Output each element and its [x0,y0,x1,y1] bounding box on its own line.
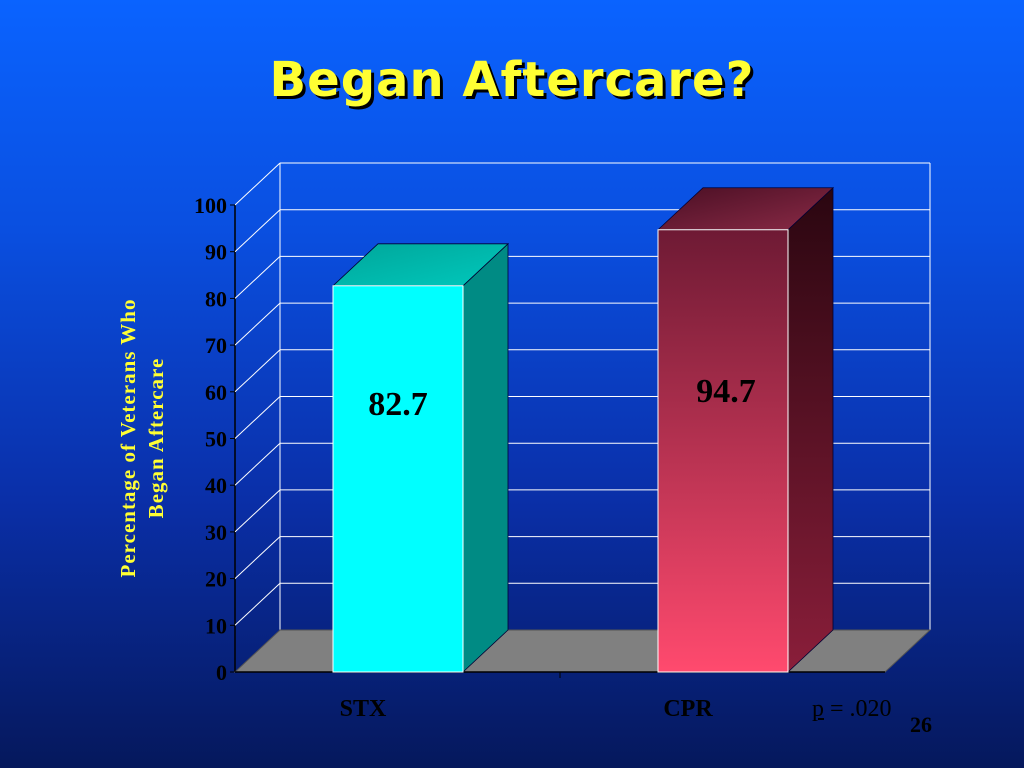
gridline-side [234,442,281,486]
y-tick-label: 70 [205,333,227,358]
gridline-side [234,582,281,626]
bar-side [462,242,509,673]
category-label: STX [340,696,387,722]
y-tick-label: 60 [205,380,227,405]
data-label: 94.7 [696,373,756,410]
gridline-side [234,209,281,253]
slide-title: Began Aftercare? [269,52,755,108]
p-value-annotation: p = .020 [812,696,892,723]
data-label: 82.7 [368,386,428,423]
y-tick-label: 100 [194,193,227,218]
y-tick-label: 20 [205,567,227,592]
y-tick-label: 50 [205,427,227,452]
y-tick-label: 40 [205,473,227,498]
bar-side [787,186,834,673]
p-symbol: p [812,696,824,722]
gridline-side [234,302,281,346]
y-tick-label: 90 [205,240,227,265]
gridline-side [234,536,281,579]
bar-cpr [657,229,789,673]
category-label: CPR [663,696,713,722]
plot-area: 0 10 20 30 40 50 60 70 80 90 100 82.7 STX 94.7 CPR [194,162,932,722]
gridline-side [234,256,281,299]
gridline-side [234,162,281,206]
slide-number: 26 [910,712,932,737]
bar-stx [332,285,464,673]
p-value-text: = .020 [824,696,892,722]
y-tick-label: 0 [216,660,227,685]
gridline-side [234,489,281,533]
gridline-side [234,349,281,393]
gridline-side [234,396,281,439]
y-tick-label: 30 [205,520,227,545]
y-tick-label: 10 [205,613,227,638]
y-tick-label: 80 [205,286,227,311]
